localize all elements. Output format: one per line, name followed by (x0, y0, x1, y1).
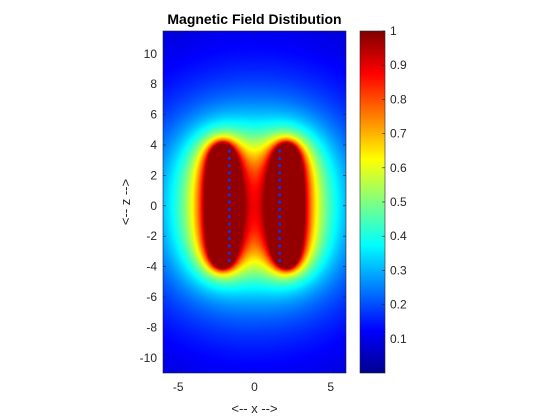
source-point (227, 237, 231, 241)
colorbar-tick-label: 1 (390, 24, 397, 38)
source-point (227, 178, 231, 182)
y-tick-label: -10 (140, 351, 158, 365)
y-tick-label: 8 (150, 77, 157, 91)
plot-area (162, 30, 347, 374)
source-point (227, 258, 231, 263)
source-point (278, 222, 282, 226)
y-tick-label: 6 (150, 108, 157, 122)
colorbar-tick-label: 0.1 (390, 332, 407, 346)
y-tick-label: -2 (146, 229, 157, 243)
source-point (227, 200, 231, 204)
source-point (227, 222, 231, 226)
source-point (227, 164, 231, 168)
y-axis: -10 -8 -6 -4 -2 0 2 4 6 8 10 (140, 47, 346, 365)
y-tick-label: 0 (150, 199, 157, 213)
colorbar-tick-label: 0.4 (390, 229, 407, 243)
source-point (278, 258, 282, 263)
source-point (227, 156, 231, 160)
heatmap-image (163, 31, 346, 373)
colorbar-gradient (359, 30, 386, 374)
source-point (227, 149, 231, 153)
source-point (278, 215, 282, 219)
x-axis-label: <-- x --> (231, 401, 277, 416)
colorbar-tick-label: 0.2 (390, 298, 407, 312)
y-tick-label: 2 (150, 168, 157, 182)
source-point (278, 193, 282, 197)
source-point (227, 229, 231, 233)
x-tick-label: -5 (173, 380, 184, 394)
y-tick-label: -6 (146, 290, 157, 304)
source-point (227, 193, 231, 197)
source-point (278, 237, 282, 241)
colorbar-tick-label: 0.3 (390, 263, 407, 277)
y-axis-label: <-- z --> (118, 179, 133, 225)
source-point (278, 251, 282, 255)
source-point (227, 215, 231, 219)
source-point (278, 229, 282, 233)
source-point (278, 164, 282, 168)
source-point (227, 251, 231, 255)
colorbar-ticks: 0.1 0.2 0.3 0.4 0.5 0.6 0.7 0.8 0.9 1 (382, 24, 407, 346)
source-point (278, 178, 282, 182)
colorbar-tick-label: 0.9 (390, 58, 407, 72)
source-point (278, 171, 282, 175)
colorbar-tick-label: 0.6 (390, 161, 407, 175)
x-axis: -5 0 5 (173, 31, 334, 394)
y-tick-label: 4 (150, 138, 157, 152)
colorbar: 0.1 0.2 0.3 0.4 0.5 0.6 0.7 0.8 0.9 1 (359, 24, 407, 374)
chart-title: Magnetic Field Distibution (167, 11, 341, 27)
source-point (278, 149, 282, 153)
y-tick-label: 10 (144, 47, 158, 61)
source-point (278, 244, 282, 248)
source-point (227, 171, 231, 175)
source-point (227, 244, 231, 248)
x-tick-label: 0 (251, 380, 258, 394)
source-point (227, 207, 231, 212)
colorbar-tick-label: 0.8 (390, 92, 407, 106)
colorbar-tick-label: 0.7 (390, 127, 407, 141)
source-point (278, 200, 282, 204)
source-point (278, 185, 282, 190)
source-point (278, 207, 282, 212)
source-point (278, 156, 282, 160)
x-tick-label: 5 (327, 380, 334, 394)
colorbar-tick-label: 0.5 (390, 195, 407, 209)
source-point (227, 185, 231, 190)
y-tick-label: -4 (146, 260, 157, 274)
y-tick-label: -8 (146, 320, 157, 334)
source-points (227, 149, 282, 263)
